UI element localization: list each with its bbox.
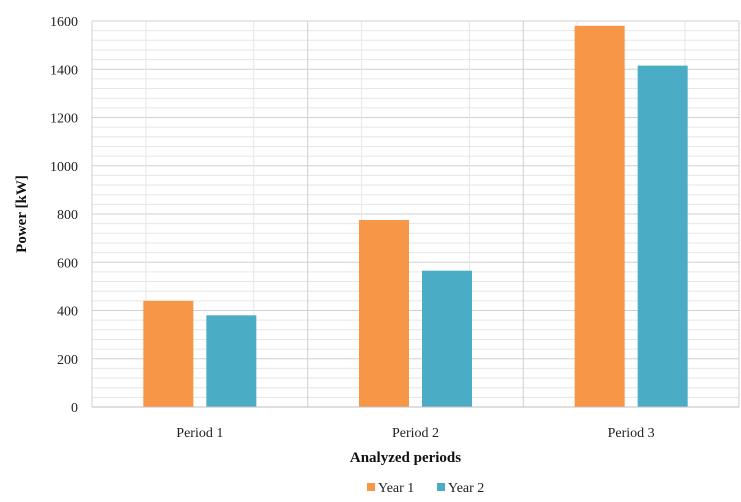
y-tick-label: 400 bbox=[57, 305, 78, 320]
legend-swatch-year-1 bbox=[367, 483, 375, 491]
y-tick-label: 1400 bbox=[50, 63, 78, 78]
y-tick-label: 200 bbox=[57, 353, 78, 368]
bar-period-3-year-1 bbox=[574, 25, 625, 407]
grid-lines bbox=[91, 20, 740, 408]
bar-period-2-year-2 bbox=[422, 270, 472, 407]
x-tick-label: Period 3 bbox=[608, 426, 655, 441]
bar-period-3-year-2 bbox=[637, 65, 688, 407]
bars bbox=[143, 25, 688, 407]
x-tick-label: Period 1 bbox=[176, 426, 223, 441]
x-tick-label: Period 2 bbox=[392, 426, 439, 441]
y-tick-label: 0 bbox=[71, 401, 78, 416]
y-tick-label: 600 bbox=[57, 256, 78, 271]
y-tick-label: 800 bbox=[57, 208, 78, 223]
y-axis-ticks: 0 200 400 600 800 1000 1200 1400 1600 bbox=[50, 15, 78, 416]
y-tick-label: 1600 bbox=[50, 15, 78, 30]
bar-period-1-year-1 bbox=[143, 300, 194, 407]
legend: Year 1 Year 2 bbox=[367, 481, 484, 496]
legend-label-year-1: Year 1 bbox=[378, 481, 414, 496]
y-tick-label: 1200 bbox=[50, 112, 78, 127]
x-axis-title: Analyzed periods bbox=[350, 450, 461, 466]
legend-label-year-2: Year 2 bbox=[448, 481, 484, 496]
x-axis-ticks: Period 1 Period 2 Period 3 bbox=[176, 426, 654, 441]
y-axis-title: Power [kW] bbox=[14, 175, 30, 253]
y-tick-label: 1000 bbox=[50, 160, 78, 175]
bar-period-2-year-1 bbox=[359, 220, 409, 407]
legend-swatch-year-2 bbox=[437, 483, 445, 491]
bar-period-1-year-2 bbox=[206, 315, 257, 407]
